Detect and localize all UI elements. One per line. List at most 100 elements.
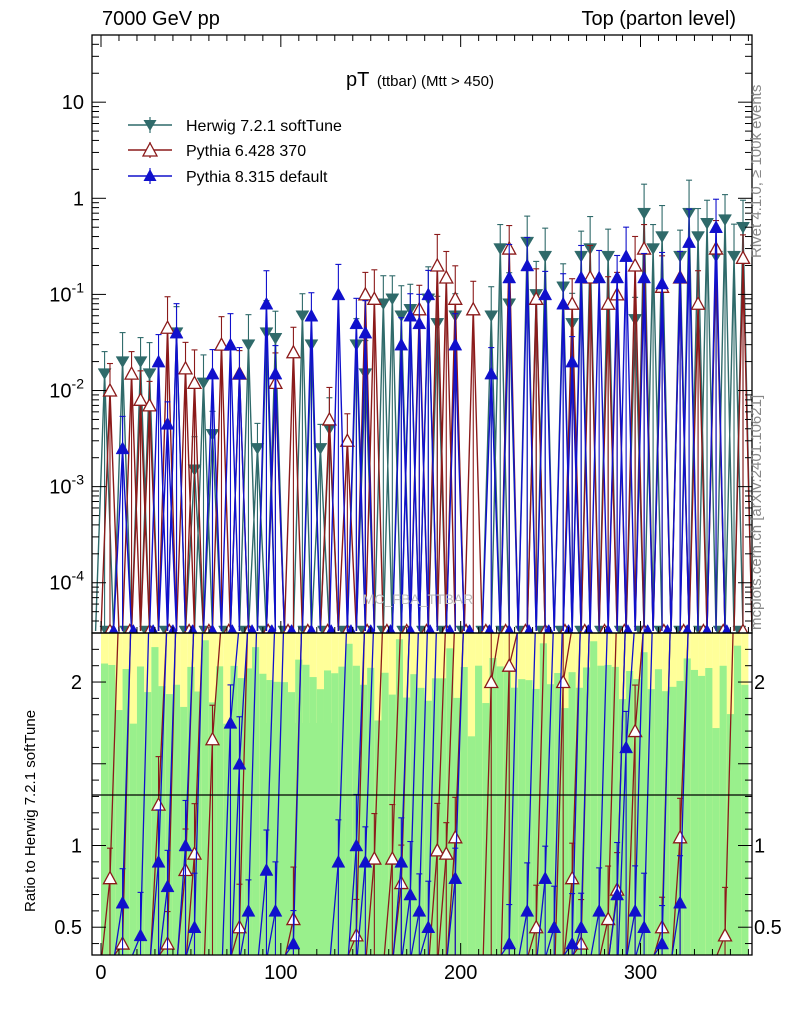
ratio-band-green	[705, 667, 713, 955]
ratio-band-green	[633, 679, 641, 955]
ratio-band-green	[590, 641, 598, 955]
ratio-band-green	[741, 684, 749, 955]
header-left: 7000 GeV pp	[102, 8, 220, 30]
ratio-point	[358, 854, 373, 868]
legend-label-pythia6: Pythia 6.428 370	[186, 143, 306, 160]
ratio-band-green	[431, 678, 440, 955]
ratio-series-layer	[101, 633, 734, 955]
ratio-band-green	[216, 666, 224, 955]
ratio-y-tick-label: 1	[71, 835, 82, 857]
ratio-band-green	[482, 703, 490, 955]
series-2	[108, 198, 732, 633]
data-point-floor	[642, 623, 653, 633]
data-point	[159, 319, 176, 334]
ratio-point	[564, 870, 580, 885]
data-point-floor	[306, 623, 317, 633]
data-point-floor	[425, 623, 435, 633]
ratio-point	[502, 936, 517, 950]
data-point	[241, 339, 256, 352]
ratio-band-green	[489, 657, 497, 955]
ratio-point	[655, 936, 670, 950]
ratio-point	[204, 731, 221, 746]
ratio-band-green	[252, 647, 260, 955]
data-point	[600, 295, 616, 310]
data-point	[682, 235, 696, 248]
ratio-point	[223, 715, 238, 729]
data-point	[727, 250, 741, 263]
ratio-y-tick-label: 0.5	[54, 917, 82, 939]
ratio-band-green	[403, 697, 411, 955]
ratio-point	[592, 903, 607, 917]
ratio-point	[627, 723, 643, 738]
data-point	[115, 356, 130, 369]
data-point-floor	[504, 623, 515, 633]
data-point	[394, 337, 409, 351]
data-point	[132, 391, 149, 406]
ratio-band-green	[568, 672, 576, 955]
ratio-band-green	[546, 684, 555, 955]
ratio-band-green	[467, 736, 476, 955]
data-point	[394, 310, 409, 323]
data-point	[429, 257, 445, 272]
ratio-band-green	[259, 673, 267, 955]
ratio-band-green	[539, 643, 547, 955]
data-point	[196, 377, 211, 390]
legend-marker-herwig	[143, 120, 157, 131]
data-point	[655, 276, 670, 290]
legend-entry-herwig: Herwig 7.2.1 softTune	[128, 117, 342, 135]
ratio-band-green	[201, 640, 209, 955]
ratio-point	[259, 862, 274, 876]
data-point	[592, 270, 607, 284]
ratio-point	[565, 936, 580, 950]
ratio-band-green	[237, 678, 245, 955]
data-point	[655, 231, 670, 244]
chart-title-main: pT	[346, 69, 369, 91]
ratio-band-green	[518, 679, 526, 955]
data-point	[186, 375, 203, 390]
legend-label-pythia8: Pythia 8.315 default	[186, 169, 328, 186]
ratio-point	[349, 838, 364, 852]
legend-entry-pythia8: Pythia 8.315 default	[128, 168, 328, 186]
ratio-point	[501, 657, 517, 672]
ratio-band-green	[187, 666, 195, 955]
data-point	[564, 295, 580, 310]
ratio-band-green	[532, 688, 540, 955]
data-point-floor	[266, 623, 277, 633]
data-point	[250, 443, 265, 455]
watermark: MC_FBA_TTBAR	[363, 591, 473, 607]
data-point	[637, 207, 652, 220]
data-point	[259, 296, 274, 310]
ratio-point	[115, 895, 130, 909]
ratio-point	[619, 740, 634, 754]
ratio-point	[538, 871, 553, 884]
data-point	[151, 354, 166, 368]
ratio-band-green	[496, 666, 504, 955]
data-point	[690, 295, 706, 310]
data-point-floor	[702, 623, 712, 633]
ratio-point	[672, 829, 688, 844]
ratio-point	[429, 842, 445, 857]
data-point	[141, 397, 158, 412]
data-point	[232, 366, 247, 380]
data-point	[627, 257, 643, 272]
data-point	[447, 290, 463, 305]
ratio-point	[547, 920, 562, 933]
ratio-point	[232, 756, 247, 770]
legend-label-herwig: Herwig 7.2.1 softTune	[186, 118, 342, 135]
data-point	[169, 325, 184, 339]
data-point	[313, 443, 328, 455]
ratio-band-green	[144, 692, 152, 955]
ratio-point	[628, 903, 643, 917]
data-point-floor	[623, 623, 633, 633]
ratio-band-green	[669, 686, 677, 955]
data-point	[691, 231, 705, 244]
ratio-point	[151, 854, 166, 868]
data-point	[304, 308, 319, 322]
ratio-band-green	[654, 669, 663, 955]
y-tick-label: 10-3	[49, 472, 84, 499]
ratio-point	[133, 928, 148, 942]
ratio-plot-frame	[91, 632, 753, 956]
data-point	[160, 416, 175, 430]
rivet-version-label: Rivet 4.1.0, ≥ 100k events	[748, 84, 765, 258]
